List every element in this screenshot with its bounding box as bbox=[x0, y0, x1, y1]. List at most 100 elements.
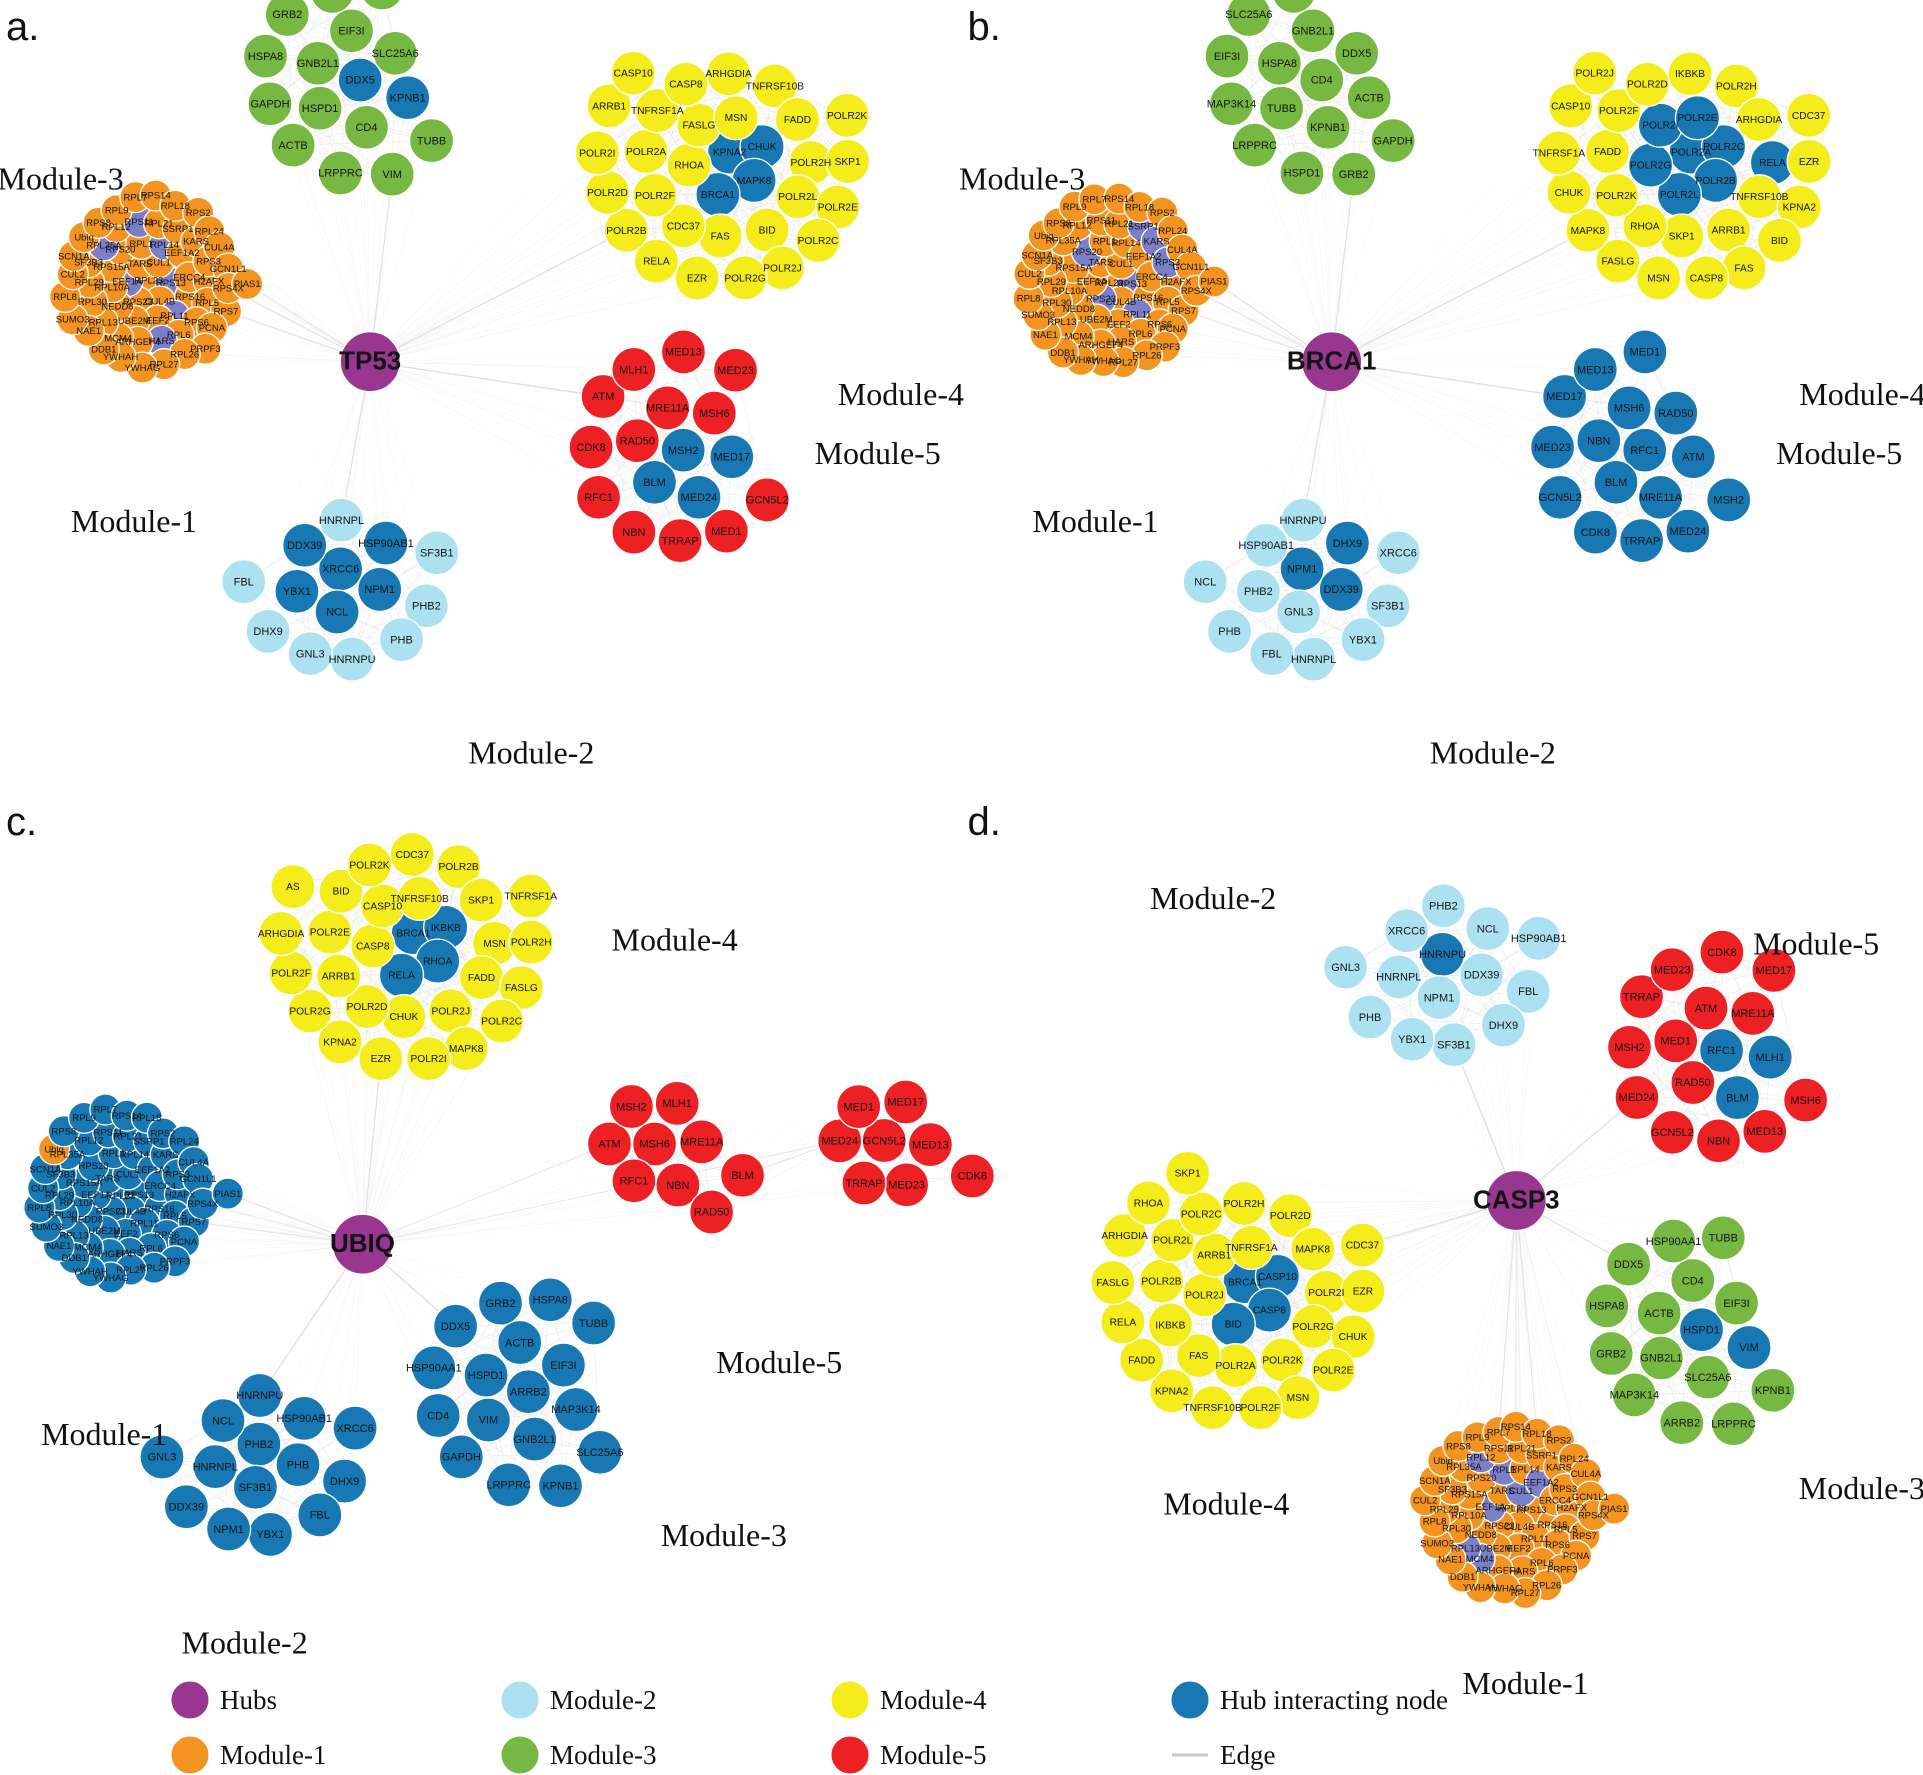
svg-text:POLR2K: POLR2K bbox=[349, 860, 389, 871]
svg-text:RPS7: RPS7 bbox=[214, 307, 239, 318]
svg-text:Edge: Edge bbox=[1220, 1740, 1275, 1770]
svg-text:HSP90AB1: HSP90AB1 bbox=[1238, 540, 1294, 552]
svg-text:CD4: CD4 bbox=[427, 1410, 449, 1422]
svg-text:FADD: FADD bbox=[784, 115, 811, 126]
svg-text:PHB2: PHB2 bbox=[412, 601, 441, 613]
svg-text:CASP8: CASP8 bbox=[356, 941, 390, 952]
svg-text:NBN: NBN bbox=[1587, 435, 1610, 447]
svg-text:YBX1: YBX1 bbox=[283, 586, 311, 598]
svg-text:MSH2: MSH2 bbox=[668, 445, 699, 457]
svg-text:RELA: RELA bbox=[1759, 158, 1786, 169]
svg-text:DDB1: DDB1 bbox=[62, 1253, 87, 1264]
svg-text:GCN1L1: GCN1L1 bbox=[1572, 1492, 1609, 1503]
svg-text:RPL7: RPL7 bbox=[1083, 195, 1107, 206]
svg-text:RHOA: RHOA bbox=[674, 161, 704, 172]
svg-text:NAE1: NAE1 bbox=[1438, 1555, 1463, 1566]
svg-text:RPS13: RPS13 bbox=[1516, 1505, 1546, 1516]
svg-text:POLR2K: POLR2K bbox=[1262, 1355, 1302, 1366]
svg-text:ATM: ATM bbox=[1682, 452, 1704, 464]
svg-text:FAS: FAS bbox=[1734, 263, 1753, 274]
svg-text:NPM1: NPM1 bbox=[364, 584, 395, 596]
svg-text:POLR2G: POLR2G bbox=[1630, 161, 1671, 172]
svg-text:BID: BID bbox=[333, 887, 350, 898]
svg-text:KPNA2: KPNA2 bbox=[323, 1037, 357, 1048]
svg-text:LRPPRC: LRPPRC bbox=[1711, 1419, 1756, 1431]
svg-text:BRCA1: BRCA1 bbox=[396, 928, 430, 939]
svg-text:HSPA8: HSPA8 bbox=[1262, 58, 1297, 70]
svg-text:POLR2C: POLR2C bbox=[481, 1017, 522, 1028]
svg-text:PHB2: PHB2 bbox=[1429, 901, 1458, 913]
svg-text:CDK8: CDK8 bbox=[1581, 527, 1610, 539]
svg-text:LRPPRC: LRPPRC bbox=[1232, 140, 1277, 152]
svg-text:MAPK8: MAPK8 bbox=[449, 1044, 484, 1055]
svg-text:EIF3I: EIF3I bbox=[1214, 51, 1240, 63]
svg-text:Module-2: Module-2 bbox=[181, 1625, 307, 1661]
svg-text:Module-1: Module-1 bbox=[41, 1416, 167, 1452]
svg-text:CDC37: CDC37 bbox=[1346, 1241, 1380, 1252]
svg-text:GNL3: GNL3 bbox=[1331, 962, 1360, 974]
svg-text:HNRNPL: HNRNPL bbox=[1376, 972, 1421, 984]
svg-text:PHB: PHB bbox=[287, 1459, 310, 1471]
svg-text:SKP1: SKP1 bbox=[1175, 1169, 1201, 1180]
svg-text:Module-5: Module-5 bbox=[716, 1344, 842, 1380]
svg-text:DDX39: DDX39 bbox=[287, 540, 322, 552]
svg-text:CHUK: CHUK bbox=[748, 142, 777, 153]
svg-text:CDK8: CDK8 bbox=[958, 1171, 987, 1183]
svg-text:TUBB: TUBB bbox=[579, 1318, 608, 1330]
svg-text:SKP1: SKP1 bbox=[468, 896, 494, 907]
svg-text:CUL4A: CUL4A bbox=[204, 242, 235, 253]
svg-text:FBL: FBL bbox=[310, 1510, 330, 1522]
svg-text:Module-1: Module-1 bbox=[220, 1740, 326, 1770]
svg-text:PHB: PHB bbox=[390, 634, 413, 646]
svg-text:RPS2: RPS2 bbox=[1547, 1435, 1572, 1446]
svg-text:FASLG: FASLG bbox=[505, 983, 538, 994]
svg-text:GRB2: GRB2 bbox=[1339, 169, 1369, 181]
svg-text:HSPD1: HSPD1 bbox=[1683, 1325, 1720, 1337]
svg-text:EIF3I: EIF3I bbox=[1723, 1298, 1749, 1310]
svg-text:MRE11A: MRE11A bbox=[680, 1137, 724, 1149]
svg-text:Module-2: Module-2 bbox=[468, 734, 594, 770]
svg-text:CASP8: CASP8 bbox=[669, 80, 703, 91]
svg-text:Module-2: Module-2 bbox=[550, 1685, 656, 1715]
svg-text:GNL3: GNL3 bbox=[148, 1452, 177, 1464]
svg-text:AS: AS bbox=[286, 882, 300, 893]
svg-text:FAS: FAS bbox=[1189, 1351, 1208, 1362]
svg-text:BRCA1: BRCA1 bbox=[1287, 346, 1377, 376]
svg-text:MSN: MSN bbox=[1647, 273, 1670, 284]
svg-text:HSP90AA1: HSP90AA1 bbox=[1646, 1236, 1702, 1248]
svg-text:DDX5: DDX5 bbox=[1614, 1259, 1643, 1271]
svg-text:POLR2H: POLR2H bbox=[1716, 82, 1757, 93]
svg-text:TNFRSF10B: TNFRSF10B bbox=[746, 82, 805, 93]
svg-text:XRCC6: XRCC6 bbox=[1388, 926, 1425, 938]
svg-text:RPL30: RPL30 bbox=[1042, 298, 1071, 309]
svg-text:GCN5L2: GCN5L2 bbox=[746, 495, 789, 507]
svg-text:TRRAP: TRRAP bbox=[845, 1178, 882, 1190]
svg-text:SUMO3: SUMO3 bbox=[1021, 310, 1055, 321]
svg-text:NCL: NCL bbox=[326, 607, 348, 619]
svg-text:TNFRSF1A: TNFRSF1A bbox=[1533, 148, 1586, 159]
svg-text:RPS8: RPS8 bbox=[86, 218, 111, 229]
svg-text:ATM: ATM bbox=[1695, 1003, 1717, 1015]
svg-text:MRE11A: MRE11A bbox=[646, 403, 690, 415]
svg-text:POLR2E: POLR2E bbox=[818, 203, 858, 214]
svg-text:RPL14: RPL14 bbox=[1510, 1464, 1539, 1475]
svg-text:GAPDH: GAPDH bbox=[442, 1452, 481, 1464]
svg-text:POLR2F: POLR2F bbox=[1240, 1403, 1280, 1414]
svg-text:b.: b. bbox=[968, 5, 1001, 49]
svg-text:KPNA2: KPNA2 bbox=[1155, 1386, 1189, 1397]
svg-text:Module-4: Module-4 bbox=[838, 376, 964, 412]
svg-text:Module-3: Module-3 bbox=[959, 161, 1085, 197]
svg-text:DDX5: DDX5 bbox=[346, 75, 375, 87]
svg-text:ARRB1: ARRB1 bbox=[322, 972, 356, 983]
svg-text:YWHAG: YWHAG bbox=[124, 363, 160, 374]
svg-text:DHX9: DHX9 bbox=[330, 1476, 359, 1488]
svg-text:HSP90AB1: HSP90AB1 bbox=[358, 538, 414, 550]
svg-text:a.: a. bbox=[6, 5, 39, 49]
svg-text:MCM4: MCM4 bbox=[74, 1243, 102, 1254]
svg-text:KARS: KARS bbox=[1144, 237, 1170, 248]
svg-text:POLR2G: POLR2G bbox=[724, 273, 765, 284]
svg-text:GNL3: GNL3 bbox=[296, 649, 325, 661]
svg-text:KPNB1: KPNB1 bbox=[390, 93, 426, 105]
svg-text:Hub interacting node: Hub interacting node bbox=[1220, 1685, 1448, 1715]
svg-text:SCN1A: SCN1A bbox=[58, 251, 90, 262]
